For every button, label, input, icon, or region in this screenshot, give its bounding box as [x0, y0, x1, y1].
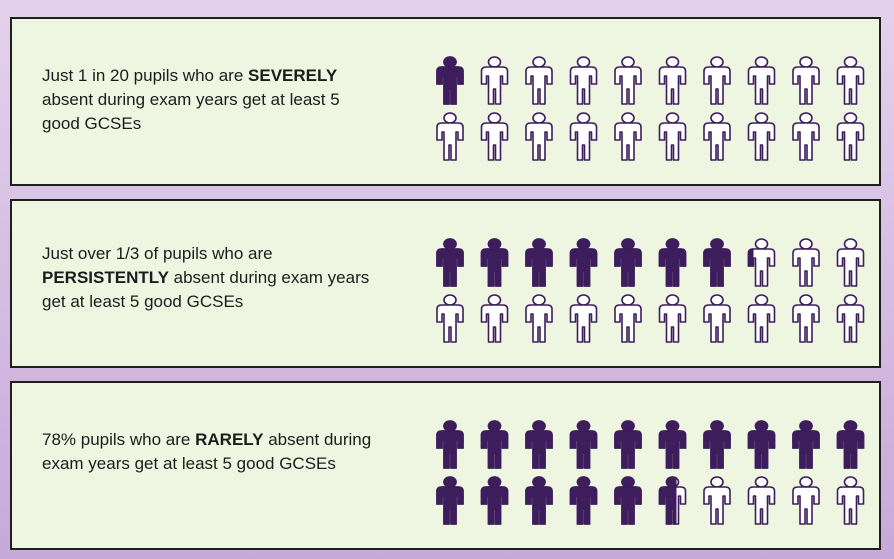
- person-icon-empty: [658, 112, 687, 161]
- rare-absence-pictogram: [436, 420, 865, 525]
- person-icon-filled: [569, 476, 598, 525]
- person-icon-filled: [569, 238, 598, 287]
- person-icon-empty: [480, 56, 509, 105]
- person-icon-empty: [525, 56, 553, 105]
- person-icon-empty: [703, 56, 731, 105]
- persistent-absence-pictogram: [436, 238, 865, 343]
- person-icon-empty: [747, 476, 776, 525]
- person-icon-filled: [480, 476, 509, 525]
- person-icon-empty: [747, 112, 776, 161]
- severe-absence-pictogram: [436, 56, 865, 161]
- person-icon-empty: [569, 112, 598, 161]
- person-icon-empty: [614, 56, 642, 105]
- person-icon-partial: [747, 238, 776, 287]
- person-icon-empty: [658, 56, 687, 105]
- person-icon-filled: [436, 238, 464, 287]
- person-icon-empty: [836, 56, 865, 105]
- person-icon-filled: [836, 420, 865, 469]
- person-icon-empty: [792, 112, 820, 161]
- statement-text-post: absent during exam years get at least 5 …: [42, 90, 340, 133]
- statement-text-pre: Just over 1/3 of pupils who are: [42, 244, 273, 263]
- persistent-absence-panel: Just over 1/3 of pupils who are PERSISTE…: [10, 199, 881, 368]
- person-icon-filled: [436, 420, 464, 469]
- person-icon-filled: [569, 420, 598, 469]
- person-icon-filled: [480, 238, 509, 287]
- person-icon-empty: [747, 56, 776, 105]
- person-icon-empty: [436, 294, 464, 343]
- person-icon-empty: [480, 294, 509, 343]
- person-icon-filled: [703, 420, 731, 469]
- person-icon-filled: [703, 238, 731, 287]
- person-icon-empty: [792, 56, 820, 105]
- rare-absence-panel: 78% pupils who are RARELY absent during …: [10, 381, 881, 550]
- statement-emphasis: SEVERELY: [248, 66, 338, 85]
- statement-text-post: absent during exam years get at least 5 …: [42, 268, 370, 311]
- person-icon-empty: [614, 294, 642, 343]
- person-icon-filled: [436, 56, 464, 105]
- person-icon-filled: [525, 420, 553, 469]
- person-icon-empty: [525, 294, 553, 343]
- person-icon-filled: [525, 238, 553, 287]
- statement-text-pre: 78% pupils who are: [42, 430, 191, 449]
- person-icon-filled: [792, 420, 820, 469]
- statement-text-post: absent during exam years get at least 5 …: [42, 430, 372, 473]
- person-icon-partial: [658, 476, 687, 525]
- person-icon-filled: [658, 420, 687, 469]
- person-icon-empty: [480, 112, 509, 161]
- statement-text-pre: Just 1 in 20 pupils who are: [42, 66, 244, 85]
- person-icon-filled: [480, 420, 509, 469]
- person-icon-empty: [747, 294, 776, 343]
- person-icon-empty: [836, 294, 865, 343]
- person-icon-empty: [614, 112, 642, 161]
- person-icon-empty: [836, 238, 865, 287]
- person-icon-empty: [836, 112, 865, 161]
- person-icon-empty: [703, 476, 731, 525]
- person-icon-empty: [703, 112, 731, 161]
- person-icon-filled: [614, 476, 642, 525]
- rare-absence-statement: 78% pupils who are RARELY absent during …: [42, 428, 372, 476]
- person-icon-empty: [792, 238, 820, 287]
- person-icon-empty: [525, 112, 553, 161]
- person-icon-empty: [436, 112, 464, 161]
- person-icon-empty: [792, 476, 820, 525]
- person-icon-empty: [703, 294, 731, 343]
- person-icon-filled: [614, 420, 642, 469]
- person-icon-empty: [792, 294, 820, 343]
- statement-emphasis: PERSISTENTLY: [42, 268, 169, 287]
- person-icon-filled: [525, 476, 553, 525]
- severe-absence-panel: Just 1 in 20 pupils who are SEVERELY abs…: [10, 17, 881, 186]
- severe-absence-statement: Just 1 in 20 pupils who are SEVERELY abs…: [42, 64, 372, 136]
- statement-emphasis: RARELY: [195, 430, 264, 449]
- person-icon-filled: [614, 238, 642, 287]
- person-icon-filled: [436, 476, 464, 525]
- persistent-absence-statement: Just over 1/3 of pupils who are PERSISTE…: [42, 242, 372, 314]
- person-icon-empty: [569, 56, 598, 105]
- person-icon-filled: [658, 238, 687, 287]
- person-icon-empty: [569, 294, 598, 343]
- person-icon-empty: [836, 476, 865, 525]
- person-icon-filled: [747, 420, 776, 469]
- person-icon-empty: [658, 294, 687, 343]
